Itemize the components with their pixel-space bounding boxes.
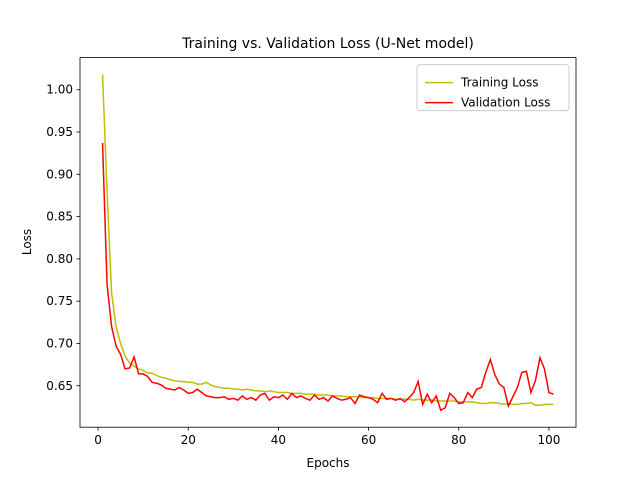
chart-title: Training vs. Validation Loss (U-Net mode… [181,36,474,52]
x-tick-label: 80 [451,433,466,447]
x-tick-label: 40 [271,433,286,447]
series-line [101,74,554,406]
y-tick-label: 0.90 [46,167,73,181]
x-tick-label: 20 [181,433,196,447]
y-tick-label: 0.95 [46,125,73,139]
x-tick-label: 0 [94,433,102,447]
legend-box [416,64,570,112]
legend-label: Validation Loss [461,96,550,110]
y-tick-label: 0.75 [46,294,73,308]
y-axis-label: Loss [20,229,34,255]
x-tick-label: 100 [537,433,560,447]
series-line [101,142,554,412]
y-tick-label: 0.80 [46,252,73,266]
x-tick-label: 60 [361,433,376,447]
y-tick-label: 0.85 [46,210,73,224]
y-tick-label: 0.65 [46,379,73,393]
legend-label: Training Loss [460,76,538,90]
x-axis-label: Epochs [307,456,350,470]
y-tick-label: 1.00 [46,83,73,97]
plot-frame [79,57,577,428]
y-tick-label: 0.70 [46,336,73,350]
